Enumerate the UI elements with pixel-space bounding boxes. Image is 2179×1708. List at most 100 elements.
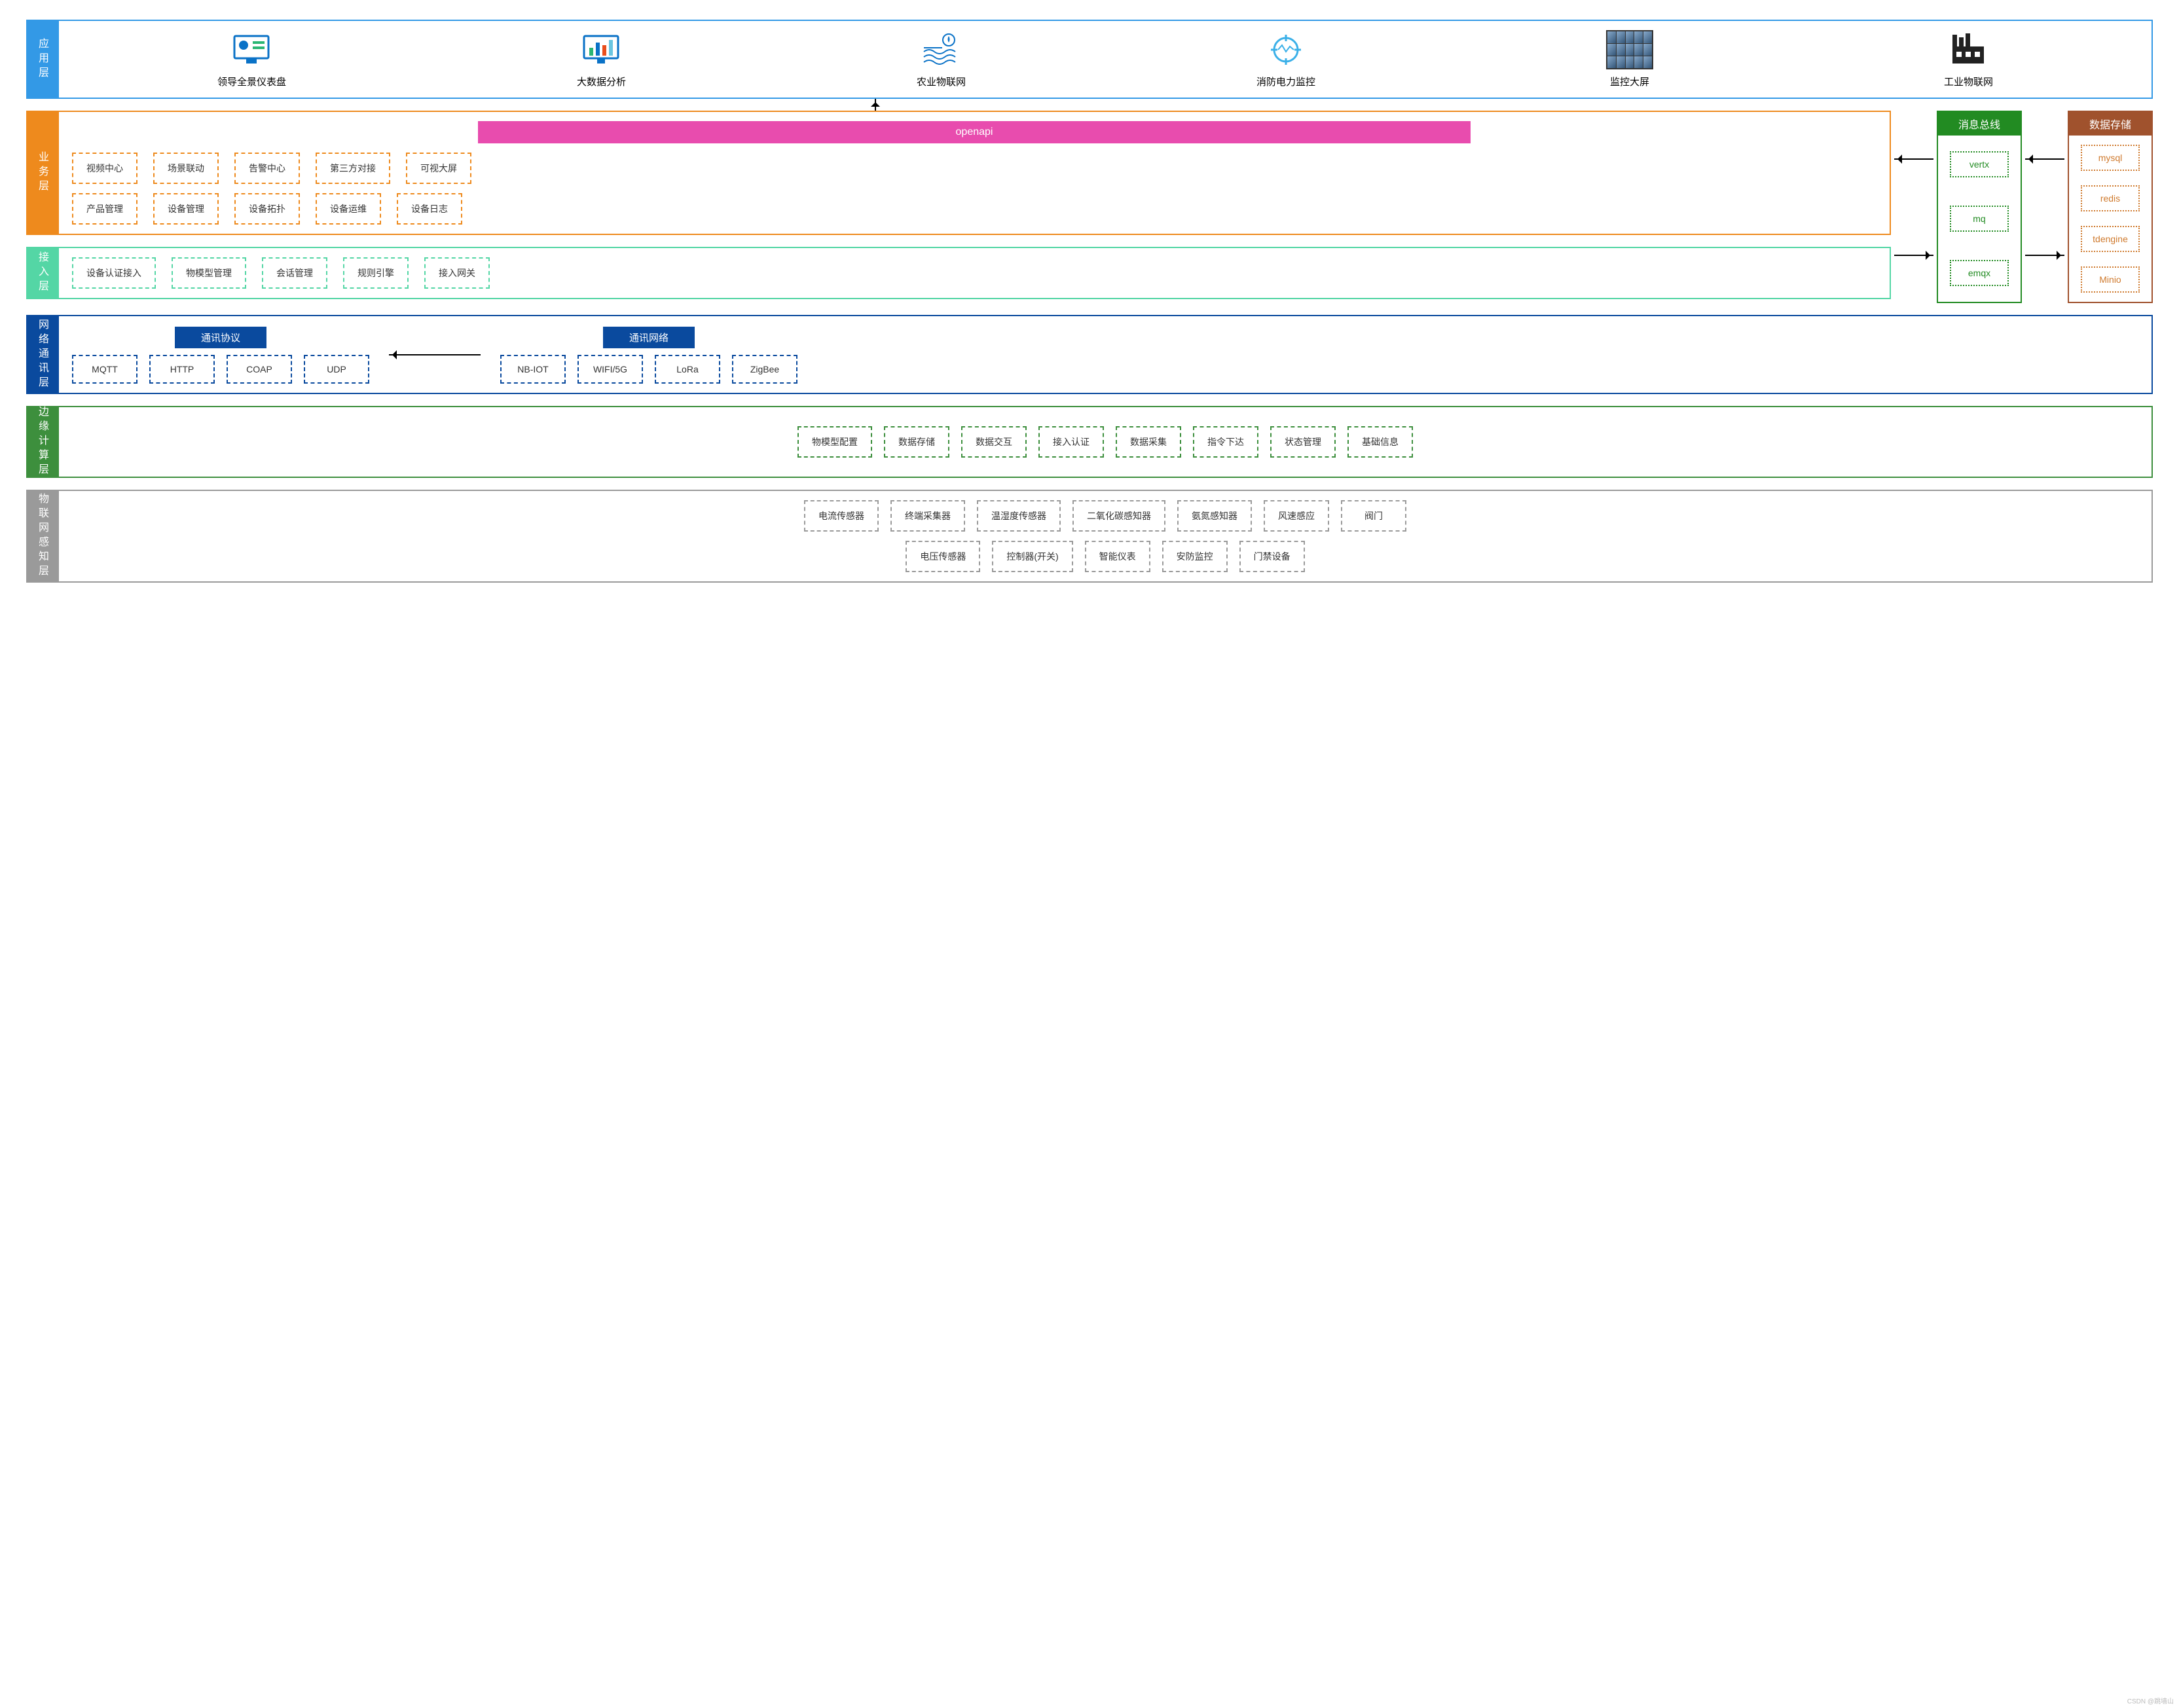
store-body: mysqlredistdengineMinio [2069, 136, 2152, 302]
network-items: NB-IOT WIFI/5G LoRa ZigBee [500, 355, 797, 384]
store-item: redis [2081, 185, 2140, 211]
layer-label-net: 网络通讯层 [26, 315, 58, 394]
arrow-left-icon [1894, 158, 1933, 160]
app-item-label: 消防电力监控 [1256, 75, 1315, 88]
biz-row-1: 视频中心场景联动告警中心第三方对接可视大屏 [72, 153, 1877, 184]
module-box: 第三方对接 [316, 153, 390, 184]
layer-label-access: 接入层 [26, 247, 58, 299]
module-box: LoRa [655, 355, 720, 384]
middle-stack: 业务层 openapi 视频中心场景联动告警中心第三方对接可视大屏 产品管理设备… [26, 111, 1891, 303]
module-box: 接入认证 [1038, 426, 1104, 458]
layer-body-app: 领导全景仪表盘大数据分析农业物联网消防电力监控监控大屏工业物联网 [58, 20, 2153, 99]
module-box: COAP [227, 355, 292, 384]
sense-row-1: 电流传感器终端采集器温湿度传感器二氧化碳感知器氨氮感知器风速感应阀门 [72, 500, 2138, 532]
app-item: 监控大屏 [1606, 30, 1653, 88]
module-box: 物模型管理 [172, 257, 246, 289]
module-box: 门禁设备 [1239, 541, 1305, 572]
water-icon [917, 30, 964, 69]
module-box: 视频中心 [72, 153, 137, 184]
layer-label-edge: 边缘计算层 [26, 406, 58, 478]
layer-label-app: 应用层 [26, 20, 58, 99]
bus-item: mq [1950, 206, 2009, 232]
module-box: 温湿度传感器 [977, 500, 1061, 532]
factory-icon [1945, 30, 1992, 69]
biz-row-2: 产品管理设备管理设备拓扑设备运维设备日志 [72, 193, 1877, 225]
dashboard-icon [228, 30, 275, 69]
bus-header: 消息总线 [1938, 112, 2021, 136]
store-item: tdengine [2081, 226, 2140, 252]
bus-item: vertx [1950, 151, 2009, 177]
app-item-label: 工业物联网 [1944, 75, 1993, 88]
module-box: NB-IOT [500, 355, 566, 384]
bus-item: emqx [1950, 260, 2009, 286]
store-item: Minio [2081, 266, 2140, 293]
chart-icon [577, 30, 625, 69]
biz-content: openapi 视频中心场景联动告警中心第三方对接可视大屏 产品管理设备管理设备… [72, 121, 1877, 225]
arrow-right-icon [2025, 255, 2064, 256]
right-arrows [2022, 111, 2068, 303]
module-box: 设备拓扑 [234, 193, 300, 225]
app-item-label: 监控大屏 [1610, 75, 1649, 88]
network-layer: 网络通讯层 通讯协议 MQTTHTTPCOAPUDP 通讯网络 NB-IOTWI… [26, 315, 2153, 394]
arrow-right-icon [1894, 255, 1933, 256]
layer-body-biz: openapi 视频中心场景联动告警中心第三方对接可视大屏 产品管理设备管理设备… [58, 111, 1891, 235]
layer-body-net: 通讯协议 MQTTHTTPCOAPUDP 通讯网络 NB-IOTWIFI/5GL… [58, 315, 2153, 394]
message-bus-column: 消息总线 vertx mq emqx [1937, 111, 2022, 303]
module-box: MQTT [72, 355, 137, 384]
module-box: 安防监控 [1162, 541, 1228, 572]
arrow-left-icon [2025, 158, 2064, 160]
store-header: 数据存储 [2069, 112, 2152, 136]
module-box: 阀门 [1341, 500, 1406, 532]
module-box: 数据存储 [884, 426, 949, 458]
module-box: 场景联动 [153, 153, 219, 184]
layer-label-sense: 物联网感知层 [26, 490, 58, 583]
app-item-label: 领导全景仪表盘 [217, 75, 286, 88]
module-box: 设备日志 [397, 193, 462, 225]
module-box: 告警中心 [234, 153, 300, 184]
module-box: UDP [304, 355, 369, 384]
network-header: 通讯网络 [602, 325, 696, 350]
sense-row-2: 电压传感器控制器(开关) 智能仪表安防监控门禁设备 [72, 541, 2138, 572]
watermark: CSDN @跳墙山 [2127, 1696, 2174, 1705]
mid-arrows [1891, 111, 1937, 303]
module-box: 设备运维 [316, 193, 381, 225]
module-box: 规则引擎 [343, 257, 409, 289]
module-box: 接入网关 [424, 257, 490, 289]
module-box: 指令下达 [1193, 426, 1258, 458]
layer-label-biz: 业务层 [26, 111, 58, 235]
app-items: 领导全景仪表盘大数据分析农业物联网消防电力监控监控大屏工业物联网 [72, 30, 2138, 88]
protocol-group: 通讯协议 MQTTHTTPCOAPUDP [72, 325, 369, 384]
module-box: 电流传感器 [804, 500, 879, 532]
module-box: 终端采集器 [890, 500, 965, 532]
module-box: 状态管理 [1270, 426, 1336, 458]
app-item: 大数据分析 [577, 30, 626, 88]
module-box: 风速感应 [1264, 500, 1329, 532]
network-group: 通讯网络 NB-IOT WIFI/5G LoRa ZigBee [500, 325, 797, 384]
module-box: 数据采集 [1116, 426, 1181, 458]
openapi-bar: openapi [478, 121, 1471, 143]
module-box: 设备认证接入 [72, 257, 156, 289]
business-layer-row: 业务层 openapi 视频中心场景联动告警中心第三方对接可视大屏 产品管理设备… [26, 111, 1891, 235]
layer-body-edge: 物模型配置数据存储数据交互接入认证数据采集指令下达状态管理基础信息 [58, 406, 2153, 478]
module-box: 二氧化碳感知器 [1072, 500, 1165, 532]
access-items: 设备认证接入物模型管理会话管理规则引擎接入网关 [72, 257, 490, 289]
module-box: 物模型配置 [797, 426, 872, 458]
app-item-label: 大数据分析 [577, 75, 626, 88]
arrow-left-icon [389, 354, 481, 355]
app-item: 消防电力监控 [1256, 30, 1315, 88]
module-box: HTTP [149, 355, 215, 384]
module-box: WIFI/5G [577, 355, 643, 384]
module-box: 智能仪表 [1085, 541, 1150, 572]
module-box: ZigBee [732, 355, 797, 384]
videowall-icon [1606, 30, 1653, 69]
edge-layer: 边缘计算层 物模型配置数据存储数据交互接入认证数据采集指令下达状态管理基础信息 [26, 406, 2153, 478]
module-box: 控制器(开关) [992, 541, 1072, 572]
net-body: 通讯协议 MQTTHTTPCOAPUDP 通讯网络 NB-IOTWIFI/5GL… [72, 325, 2138, 384]
middle-block: 业务层 openapi 视频中心场景联动告警中心第三方对接可视大屏 产品管理设备… [26, 111, 2153, 303]
arrow-up-icon [875, 99, 876, 112]
sense-layer: 物联网感知层 电流传感器终端采集器温湿度传感器二氧化碳感知器氨氮感知器风速感应阀… [26, 490, 2153, 583]
data-store-column: 数据存储 mysqlredistdengineMinio [2068, 111, 2153, 303]
module-box: 电压传感器 [906, 541, 980, 572]
module-box: 设备管理 [153, 193, 219, 225]
layer-body-access: 设备认证接入物模型管理会话管理规则引擎接入网关 [58, 247, 1891, 299]
